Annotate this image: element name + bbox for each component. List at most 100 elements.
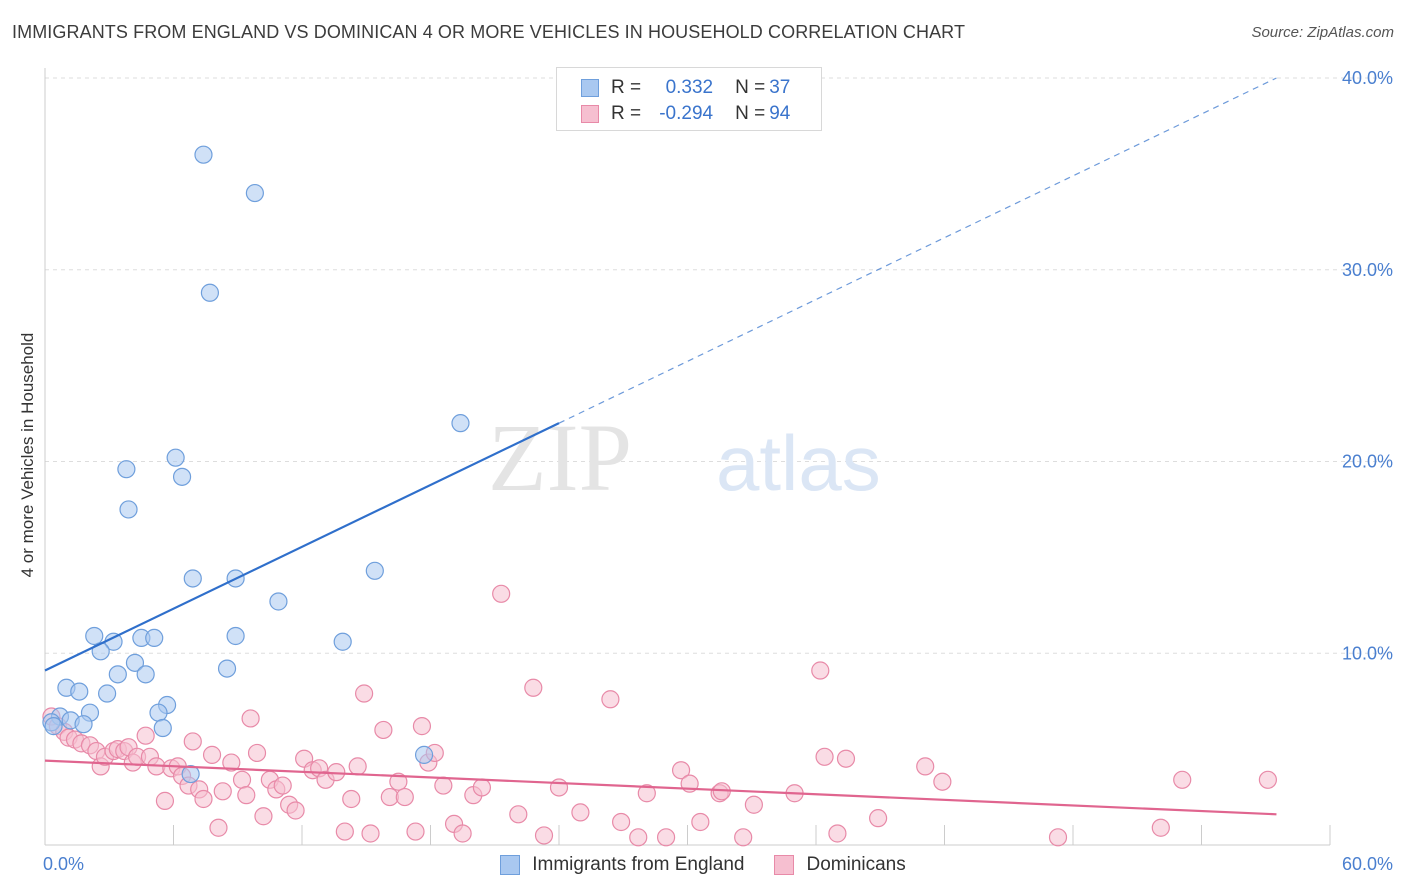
england-point-1 [245, 183, 264, 203]
dominican-point-63 [472, 778, 491, 797]
england-point-33 [153, 718, 172, 738]
dominican-point-54 [395, 787, 414, 807]
dominican-point-56 [412, 717, 432, 736]
england-point-2 [200, 283, 220, 302]
england-point-17 [226, 626, 245, 646]
dominican-point-87 [916, 757, 935, 776]
dominican-point-38 [273, 776, 292, 795]
dominican-point-28 [209, 818, 228, 837]
dominican-point-34 [247, 743, 267, 763]
england-point-5 [166, 448, 185, 467]
trend-lines [44, 77, 1277, 816]
england-legend-swatch [500, 855, 521, 875]
dominican-point-32 [237, 786, 256, 805]
r-label: R = [611, 77, 642, 98]
dominican-point-30 [222, 753, 241, 772]
dominican-point-50 [361, 824, 380, 843]
n-value: 94 [769, 103, 791, 124]
dominican-point-65 [509, 805, 528, 824]
england-point-22 [217, 659, 237, 678]
dominican-point-55 [406, 822, 425, 841]
england-swatch [581, 79, 599, 97]
y-tick-label-1: 20.0% [1342, 452, 1393, 472]
dominican-point-49 [355, 684, 374, 703]
legend-row-england: R = 0.332 N = 37 [581, 76, 790, 100]
dominican-point-73 [637, 784, 656, 803]
dominican-point-75 [671, 761, 691, 780]
legend-item-england[interactable]: Immigrants from England [500, 854, 744, 876]
dominican-point-91 [1173, 770, 1192, 789]
dominican-point-89 [1048, 828, 1068, 847]
england-point-8 [183, 569, 202, 588]
dominican-point-33 [241, 709, 260, 728]
england-point-35 [414, 745, 434, 764]
england-point-16 [145, 628, 164, 648]
y-tick-label-2: 30.0% [1342, 260, 1393, 280]
dominican-point-90 [1151, 818, 1170, 837]
england-trend-line [44, 422, 560, 672]
stats-legend: R = 0.332 N = 37 R = -0.294 N = 94 [556, 67, 822, 131]
dominican-point-77 [691, 812, 710, 832]
dominican-point-48 [348, 757, 367, 776]
series-legend: Immigrants from England Dominicans [0, 852, 1406, 878]
england-point-24 [70, 682, 89, 701]
x-tick-label-1: 60.0% [1342, 854, 1393, 874]
england-point-11 [365, 561, 384, 580]
dominican-point-79 [734, 828, 753, 847]
england-trend-extension [558, 77, 1277, 424]
points [42, 145, 1277, 847]
dominican-point-84 [828, 824, 847, 843]
grid [45, 77, 1390, 654]
england-point-32 [74, 715, 93, 734]
dominicans-legend-swatch [774, 855, 795, 875]
dominican-point-82 [811, 661, 830, 680]
dominican-point-86 [869, 809, 888, 828]
england-point-21 [136, 665, 155, 684]
dominican-point-59 [434, 776, 453, 795]
dominican-point-88 [933, 772, 952, 791]
dominican-point-92 [1258, 770, 1277, 789]
watermark-atlas: atlas [716, 419, 881, 507]
n-label: N = [735, 103, 766, 124]
watermark-zip: ZIP [488, 404, 632, 511]
dominican-point-24 [183, 732, 202, 751]
y-tick-label-0: 10.0% [1342, 643, 1393, 663]
dominican-point-31 [232, 770, 252, 789]
england-point-10 [269, 592, 288, 611]
dominican-trend-line [44, 759, 1277, 816]
england-point-7 [119, 500, 138, 519]
dominican-point-80 [744, 795, 763, 814]
r-label: R = [611, 103, 642, 124]
dominicans-swatch [581, 105, 599, 123]
dominican-point-26 [194, 789, 213, 809]
england-point-25 [98, 684, 117, 703]
dominican-point-29 [213, 782, 232, 801]
n-label: N = [735, 77, 766, 98]
england-point-34 [44, 717, 63, 736]
n-value: 37 [769, 77, 791, 98]
dominican-point-53 [389, 772, 408, 791]
england-point-36 [181, 764, 200, 784]
dominican-point-74 [656, 828, 676, 847]
source-label: Source: ZipAtlas.com [1251, 24, 1394, 41]
england-point-12 [85, 626, 104, 646]
axes [44, 68, 1331, 846]
dominican-point-66 [524, 678, 543, 697]
england-point-19 [125, 653, 145, 672]
legend-item-dominicans[interactable]: Dominicans [774, 854, 906, 876]
england-point-27 [149, 703, 168, 722]
r-value: -0.294 [659, 103, 714, 124]
dominican-point-85 [836, 749, 856, 768]
tick-labels: 10.0% 20.0% 30.0% 40.0% 0.0% 60.0% [43, 68, 1393, 874]
dominican-point-70 [601, 690, 620, 709]
chart-title: IMMIGRANTS FROM ENGLAND VS DOMINICAN 4 O… [12, 22, 966, 42]
dominican-point-40 [286, 801, 305, 820]
dominican-point-68 [549, 778, 569, 797]
dominican-point-27 [202, 745, 222, 764]
dominican-point-19 [155, 791, 175, 810]
england-point-18 [333, 632, 352, 651]
dominican-point-51 [374, 720, 393, 740]
dominicans-legend-label: Dominicans [806, 854, 906, 875]
dominican-point-67 [534, 826, 554, 845]
